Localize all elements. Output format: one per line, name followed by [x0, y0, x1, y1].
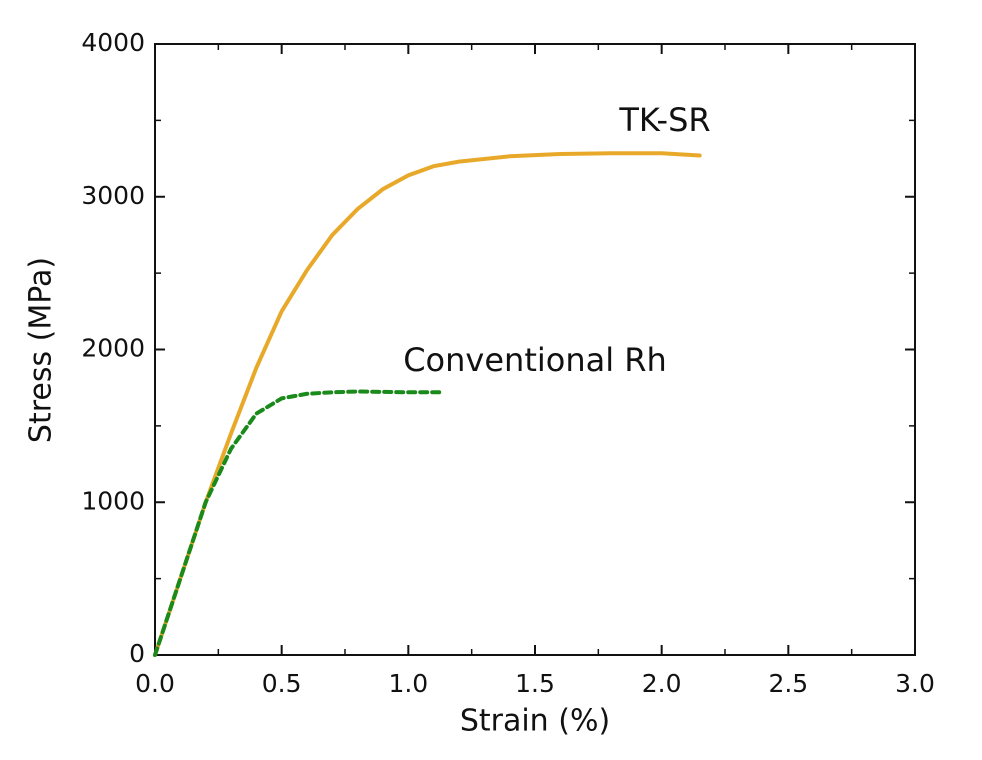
x-tick-label: 2.5 — [768, 669, 808, 698]
x-tick-label: 0.0 — [135, 669, 175, 698]
series-label: Conventional Rh — [403, 341, 667, 379]
series-line — [153, 151, 702, 657]
y-tick-label: 4000 — [81, 28, 145, 57]
y-tick-label: 2000 — [81, 334, 145, 363]
x-tick-label: 0.5 — [262, 669, 302, 698]
y-axis-label: Stress (MPa) — [24, 257, 59, 443]
series-label: TK-SR — [618, 101, 710, 139]
x-tick-label: 2.0 — [642, 669, 682, 698]
x-axis-label: Strain (%) — [460, 704, 610, 739]
x-tick-label: 1.5 — [515, 669, 555, 698]
y-tick-label: 3000 — [81, 181, 145, 210]
y-tick-label: 0 — [129, 639, 145, 668]
x-tick-label: 1.0 — [388, 669, 428, 698]
y-tick-label: 1000 — [81, 486, 145, 515]
series-line — [153, 389, 446, 657]
x-tick-label: 3.0 — [895, 669, 935, 698]
